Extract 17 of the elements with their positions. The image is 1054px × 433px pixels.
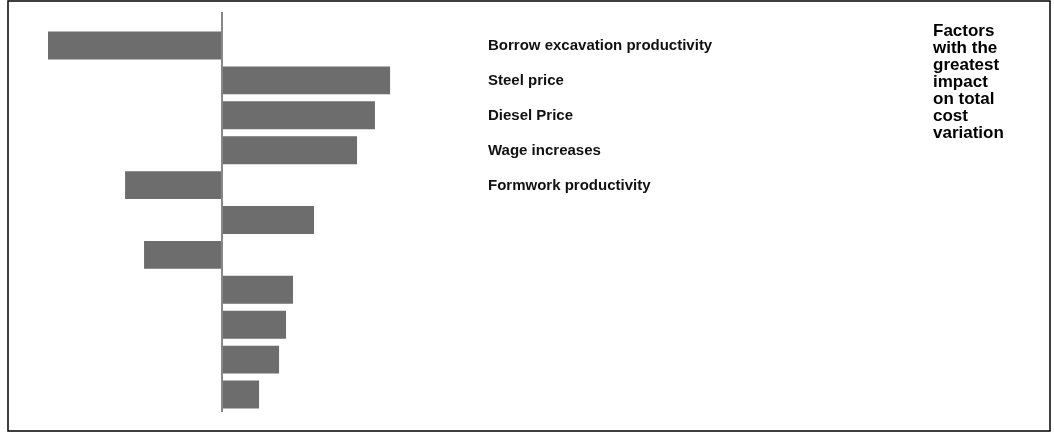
bar bbox=[222, 380, 260, 409]
bar bbox=[144, 240, 222, 269]
bar bbox=[222, 101, 375, 130]
bar bbox=[222, 310, 287, 339]
y-tick-label: Borrow excavation productivity bbox=[488, 36, 713, 54]
bar bbox=[222, 275, 293, 304]
bar bbox=[222, 345, 280, 374]
bar bbox=[222, 206, 315, 234]
bar bbox=[48, 31, 222, 60]
bar bbox=[222, 66, 391, 95]
y-tick-label: Formwork productivity bbox=[488, 176, 652, 194]
bar bbox=[222, 136, 358, 165]
y-tick-label: Diesel Price bbox=[488, 106, 574, 124]
bar bbox=[125, 171, 222, 200]
y-tick-label: Steel price bbox=[488, 71, 564, 89]
text: Factors with the greatest impact on total cost variation bbox=[932, 21, 1004, 142]
y-tick-label: Wage increases bbox=[488, 141, 601, 159]
